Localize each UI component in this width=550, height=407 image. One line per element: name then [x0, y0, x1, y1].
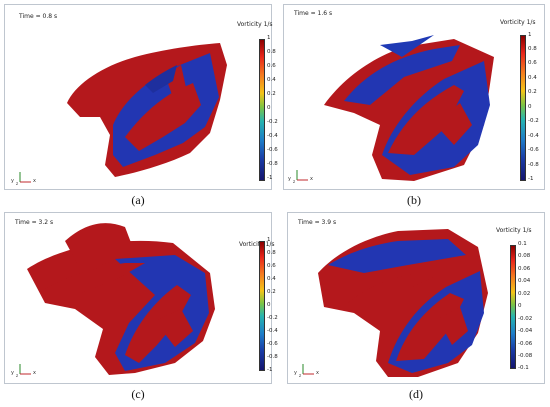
colorbar-tick: 0.8 — [528, 46, 537, 52]
colorbar-tick: -0.8 — [267, 354, 278, 360]
colorbar-tick: 0 — [267, 105, 271, 111]
colorbar-tick: 1 — [267, 237, 271, 243]
colorbar-tick: 0.8 — [267, 49, 276, 55]
colorbar-tick: -1 — [267, 175, 273, 181]
colorbar-tick: -0.4 — [267, 328, 278, 334]
caption-c: (c) — [131, 387, 145, 401]
colorbar — [259, 39, 265, 181]
colorbar-tick: 0.04 — [518, 278, 531, 284]
colorbar-tick: 0.6 — [267, 63, 276, 69]
colorbar-tick: -0.2 — [267, 315, 278, 321]
axis-z-label: z — [299, 373, 302, 378]
colorbar-tick: 0.8 — [267, 250, 276, 256]
colorbar-tick: -0.8 — [528, 162, 539, 168]
axes-triad-icon: y z x — [11, 169, 45, 187]
colorbar-tick: 0.2 — [267, 91, 276, 97]
caption-d: (d) — [409, 387, 423, 401]
colorbar-tick: 0.2 — [528, 89, 537, 95]
colorbar-tick: 0.6 — [267, 263, 276, 269]
vorticity-isosurface-render — [27, 223, 215, 375]
axis-y-label: y — [288, 176, 291, 182]
colorbar — [259, 241, 265, 371]
colorbar-tick: 0.1 — [518, 241, 527, 247]
colorbar-tick: -0.2 — [267, 119, 278, 125]
colorbar-tick: 0.06 — [518, 266, 531, 272]
colorbar-tick: 0 — [518, 303, 522, 309]
axis-z-label: z — [16, 181, 19, 186]
colorbar-tick: -0.08 — [518, 353, 533, 359]
panel-c: Time = 3.2 s Vorticity 1/s 1 0.8 0.6 0.4… — [4, 212, 278, 384]
vorticity-isosurface-render — [67, 43, 227, 177]
axes-triad-icon: y z x — [11, 361, 45, 379]
axis-y-label: y — [11, 370, 14, 376]
colorbar-tick: -0.04 — [518, 328, 533, 334]
colorbar-title: Vorticity 1/s — [500, 19, 536, 26]
time-label: Time = 1.6 s — [294, 10, 333, 17]
caption-b: (b) — [407, 193, 421, 207]
axis-z-label: z — [293, 179, 296, 184]
axes-triad-icon: y z x — [294, 361, 328, 379]
colorbar-tick: 0.4 — [528, 75, 537, 81]
axis-x-label: x — [316, 370, 319, 376]
colorbar-tick: 0.2 — [267, 289, 276, 295]
colorbar-title: Vorticity 1/s — [237, 21, 273, 28]
panel-a: Time = 0.8 s Vorticity 1/s 1 0.8 0.6 0.4… — [4, 4, 278, 190]
time-label: Time = 3.9 s — [298, 219, 337, 226]
colorbar-title: Vorticity 1/s — [239, 241, 275, 248]
colorbar-tick: -0.8 — [267, 161, 278, 167]
axis-x-label: x — [33, 178, 36, 184]
colorbar-tick: 0.4 — [267, 276, 276, 282]
caption-a: (a) — [131, 193, 145, 207]
axis-x-label: x — [33, 370, 36, 376]
vorticity-isosurface-render — [318, 229, 488, 377]
colorbar-tick: 0 — [267, 302, 271, 308]
colorbar-tick: -1 — [528, 176, 534, 182]
colorbar-tick: 0.4 — [267, 77, 276, 83]
axes-triad-icon: y z x — [288, 167, 322, 185]
colorbar-tick: -0.4 — [267, 133, 278, 139]
colorbar-tick: -0.06 — [518, 341, 533, 347]
colorbar-tick: -1 — [267, 367, 273, 373]
axis-x-label: x — [310, 176, 313, 182]
colorbar-tick: 0 — [528, 104, 532, 110]
panel-b: Time = 1.6 s Vorticity 1/s 1 0.8 0.6 0.4… — [283, 4, 545, 190]
colorbar-tick: -0.6 — [267, 147, 278, 153]
colorbar-tick: 0.08 — [518, 253, 531, 259]
colorbar-tick: 1 — [528, 32, 532, 38]
panel-d: Time = 3.9 s Vorticity 1/s 0.1 0.08 0.06… — [287, 212, 545, 384]
colorbar-tick: -0.2 — [528, 118, 539, 124]
colorbar — [520, 35, 526, 181]
colorbar-tick: -0.6 — [267, 341, 278, 347]
colorbar-tick: -0.6 — [528, 147, 539, 153]
vorticity-isosurface-render — [324, 35, 494, 181]
colorbar-tick: -0.1 — [518, 365, 529, 371]
colorbar-title: Vorticity 1/s — [496, 227, 532, 234]
axis-y-label: y — [11, 178, 14, 184]
time-label: Time = 3.2 s — [15, 219, 54, 226]
colorbar-tick: 1 — [267, 35, 271, 41]
colorbar — [510, 245, 516, 369]
time-label: Time = 0.8 s — [19, 13, 58, 20]
colorbar-tick: 0.02 — [518, 291, 531, 297]
axis-z-label: z — [16, 373, 19, 378]
colorbar-tick: 0.6 — [528, 60, 537, 66]
axis-y-label: y — [294, 370, 297, 376]
colorbar-tick: -0.4 — [528, 133, 539, 139]
colorbar-tick: -0.02 — [518, 316, 533, 322]
